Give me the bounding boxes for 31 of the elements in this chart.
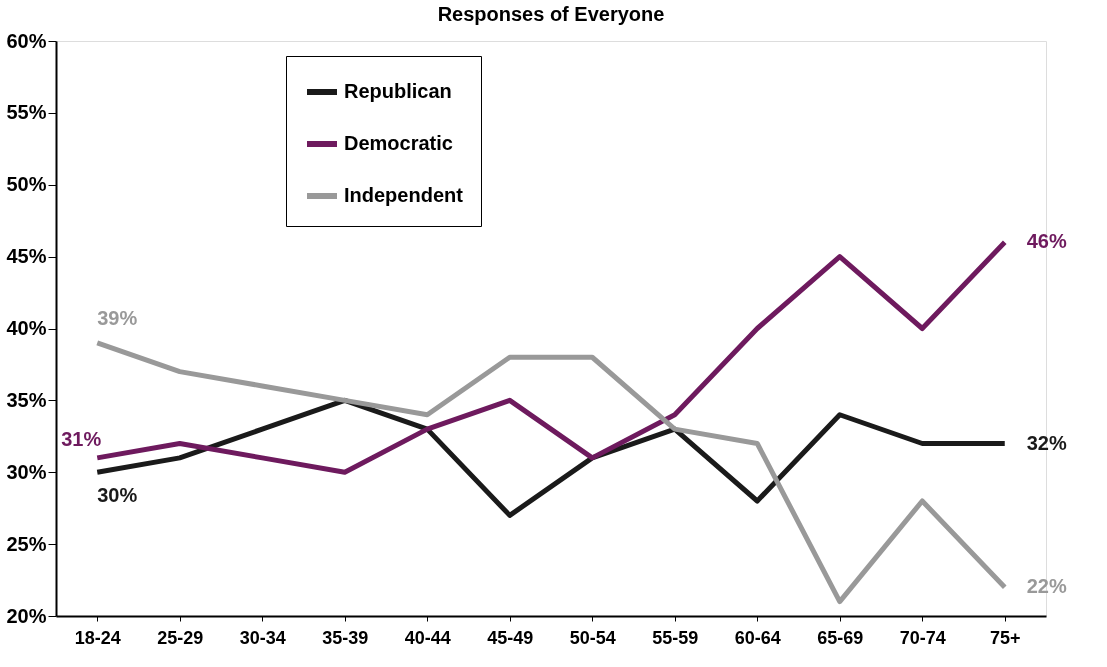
annotation: 31% bbox=[61, 427, 102, 450]
y-tick-label: 20% bbox=[6, 604, 47, 627]
legend-label: Republican bbox=[344, 80, 452, 102]
chart-title: Responses of Everyone bbox=[437, 3, 665, 25]
annotation: 46% bbox=[1026, 230, 1067, 253]
annotation: 22% bbox=[1026, 575, 1067, 598]
y-tick-label: 25% bbox=[6, 532, 47, 555]
x-tick-label: 40-44 bbox=[404, 627, 451, 648]
x-tick-label: 60-64 bbox=[734, 627, 781, 648]
legend-label: Independent bbox=[344, 184, 464, 206]
x-tick-label: 75+ bbox=[989, 627, 1021, 648]
x-tick-label: 70-74 bbox=[899, 627, 946, 648]
x-tick-label: 18-24 bbox=[74, 627, 121, 648]
y-tick-label: 55% bbox=[6, 101, 47, 124]
y-tick-label: 35% bbox=[6, 388, 47, 411]
annotation: 32% bbox=[1026, 431, 1067, 454]
annotation: 30% bbox=[97, 484, 138, 507]
y-tick-label: 60% bbox=[6, 29, 47, 52]
x-tick-label: 50-54 bbox=[569, 627, 616, 648]
x-tick-label: 45-49 bbox=[487, 627, 534, 648]
y-tick-label: 40% bbox=[6, 317, 47, 339]
x-tick-label: 35-39 bbox=[322, 627, 369, 648]
annotation: 39% bbox=[97, 306, 138, 329]
y-tick-label: 30% bbox=[6, 460, 47, 483]
legend-label: Democratic bbox=[344, 132, 453, 154]
x-tick-label: 55-59 bbox=[652, 627, 699, 648]
x-tick-label: 65-69 bbox=[817, 627, 864, 648]
y-tick-label: 45% bbox=[6, 245, 47, 268]
y-tick-label: 50% bbox=[6, 173, 47, 196]
x-tick-label: 30-34 bbox=[239, 627, 286, 648]
x-tick-label: 25-29 bbox=[157, 627, 204, 648]
